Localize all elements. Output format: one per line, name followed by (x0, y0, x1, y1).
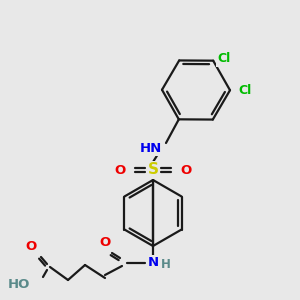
Text: O: O (26, 241, 37, 254)
Text: HN: HN (140, 142, 162, 154)
Text: Cl: Cl (238, 84, 251, 97)
Text: O: O (99, 236, 111, 250)
Text: N: N (147, 256, 159, 269)
Text: Cl: Cl (217, 52, 230, 65)
Text: HO: HO (8, 278, 30, 292)
Text: O: O (180, 164, 192, 176)
Text: O: O (114, 164, 126, 176)
Text: H: H (161, 259, 171, 272)
Text: S: S (148, 163, 158, 178)
